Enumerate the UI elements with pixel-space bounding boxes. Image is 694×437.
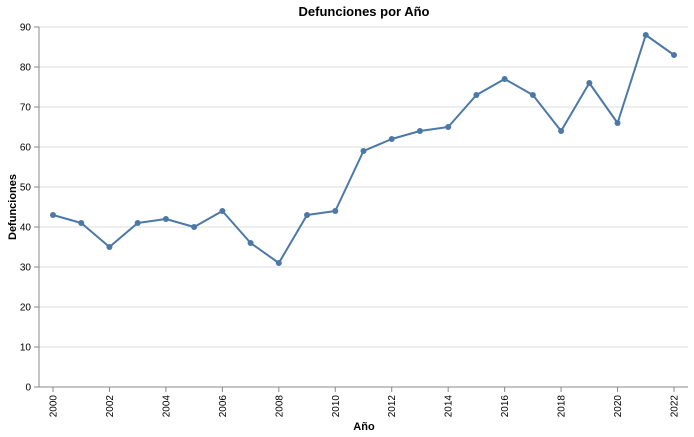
y-tick-label: 50 [20, 183, 32, 194]
data-point [473, 92, 480, 98]
x-tick-label: 2012 [387, 395, 398, 418]
y-tick-label: 20 [20, 303, 32, 314]
x-tick-label: 2006 [218, 395, 229, 418]
y-tick-label: 30 [20, 263, 32, 274]
chart-title: Defunciones por Año [299, 4, 430, 19]
axes: 0 10 20 30 40 50 60 70 80 90 2000 2002 2004 2006 2008 2… [20, 23, 688, 418]
data-point [134, 220, 141, 226]
data-point [191, 224, 198, 230]
data-point [360, 148, 367, 154]
y-tick-label: 80 [20, 63, 32, 74]
data-point [501, 76, 508, 82]
data-point [106, 244, 113, 250]
series-layer [50, 32, 677, 266]
gridlines [39, 26, 688, 348]
y-axis-title: Defunciones [7, 174, 19, 240]
data-point [586, 80, 593, 86]
data-point [78, 220, 85, 226]
x-tick-label: 2010 [331, 395, 342, 418]
data-point [416, 128, 423, 134]
data-point [247, 240, 254, 246]
data-point [614, 120, 621, 126]
x-axis-title: Año [353, 421, 375, 433]
x-tick-label: 2002 [105, 395, 116, 418]
data-point [671, 52, 677, 58]
data-point [162, 216, 169, 222]
x-tick-label: 2004 [161, 395, 172, 418]
x-tick-label: 2018 [557, 395, 568, 418]
y-tick-label: 90 [20, 23, 32, 34]
data-point [529, 92, 536, 98]
data-point [642, 32, 649, 38]
x-tick-label: 2000 [49, 395, 60, 418]
data-point [332, 208, 339, 214]
data-point [219, 208, 226, 214]
data-point [445, 124, 452, 130]
data-point [50, 212, 56, 218]
x-tick-label: 2016 [500, 395, 511, 418]
y-tick-label: 10 [20, 343, 32, 354]
y-tick-label: 60 [20, 143, 32, 154]
x-tick-label: 2020 [613, 395, 624, 418]
data-point [388, 136, 395, 142]
y-tick-label: 40 [20, 223, 32, 234]
data-point [304, 212, 311, 218]
data-point [558, 128, 565, 134]
y-tick-label: 70 [20, 103, 32, 114]
x-tick-label: 2014 [444, 395, 455, 418]
x-tick-label: 2022 [670, 395, 681, 418]
y-tick-label: 0 [25, 383, 31, 394]
data-point [275, 260, 282, 266]
x-tick-label: 2008 [274, 395, 285, 418]
